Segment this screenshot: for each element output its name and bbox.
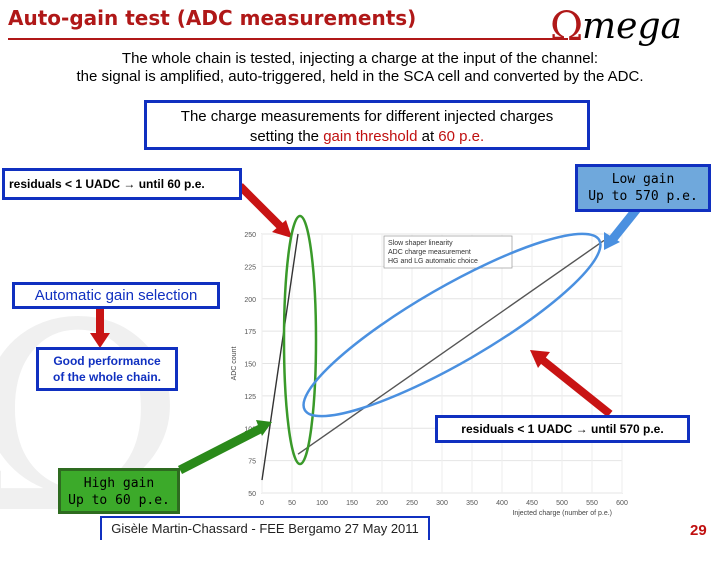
x-tick-label: 100 [316,500,328,507]
x-tick-label: 200 [376,500,388,507]
x-tick-label: 50 [288,500,296,507]
arrowhead-residuals-hg [272,220,292,238]
x-tick-label: 500 [556,500,568,507]
footer-author: Gisèle Martin-Chassard - FEE Bergamo 27 … [100,516,430,540]
auto-gain-selection-label: Automatic gain selection [12,282,220,309]
title-underline [8,38,568,40]
hg-highlight-ellipse [282,214,318,466]
intro-line-2: the signal is amplified, auto-triggered,… [76,68,644,85]
y-axis-label: ADC count [231,347,238,381]
lg-highlight-ellipse [302,232,602,418]
chart: 5075100125150175200225250050100150200250… [90,183,644,517]
x-tick-label: 350 [466,500,478,507]
gain-threshold-value: 60 p.e. [438,128,485,145]
y-tick-label: 250 [244,232,256,239]
legend-entry: HG and LG automatic choice [388,258,478,265]
intro-line-1: The whole chain is tested, injecting a c… [121,50,599,67]
low-gain-label: Low gain Up to 570 p.e. [575,164,711,212]
callout-line-2: setting the gain threshold at 60 p.e. [249,128,485,145]
y-tick-label: 50 [248,491,256,498]
x-axis-label: Injected charge (number of p.e.) [512,510,612,517]
svg-text:Ω: Ω [550,4,583,46]
x-tick-label: 600 [616,500,628,507]
y-tick-label: 75 [248,459,256,466]
y-tick-label: 200 [244,297,256,304]
arrowhead-residuals-lg [530,350,550,368]
arrow-high-gain [177,423,265,475]
y-tick-label: 125 [244,394,256,401]
x-tick-label: 550 [586,500,598,507]
good-performance-label: Good performance of the whole chain. [36,347,178,391]
intro-text: The whole chain is tested, injecting a c… [0,50,720,86]
series-line-lg [297,239,605,455]
svg-text:mega: mega [582,6,682,46]
y-tick-label: 150 [244,362,256,369]
y-tick-label: 225 [244,264,256,271]
arrowhead-low-gain [604,232,620,250]
gain-threshold-callout: The charge measurements for different in… [144,100,590,150]
x-tick-label: 0 [260,500,264,507]
arrowhead-high-gain [256,420,272,436]
arrow-residuals-hg [237,183,285,231]
series-line-hg [261,233,299,481]
omega-logo: Ω mega [550,4,682,46]
arrow-residuals-lg [537,354,613,418]
callout-line-1: The charge measurements for different in… [180,108,554,125]
arrowhead-auto-gain [90,333,110,348]
page-title: Auto-gain test (ADC measurements) [8,6,417,30]
residuals-hg-label: residuals < 1 UADC → until 60 p.e. [2,168,242,200]
x-tick-label: 150 [346,500,358,507]
residuals-lg-label: residuals < 1 UADC → until 570 p.e. [435,415,690,443]
page-number: 29 [690,522,707,539]
high-gain-label: High gain Up to 60 p.e. [58,468,180,514]
x-tick-label: 300 [436,500,448,507]
x-tick-label: 450 [526,500,538,507]
gain-threshold-label: gain threshold [323,128,418,145]
legend-entry: ADC charge measurement [388,249,471,256]
y-tick-label: 175 [244,329,256,336]
x-tick-label: 250 [406,500,418,507]
x-tick-label: 400 [496,500,508,507]
legend-entry: Slow shaper linearity [388,240,453,247]
